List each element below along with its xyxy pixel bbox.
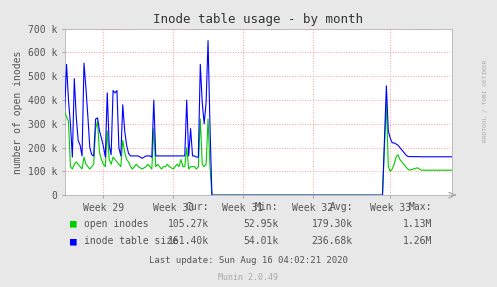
Text: Munin 2.0.49: Munin 2.0.49 (219, 273, 278, 282)
Text: 1.13M: 1.13M (403, 219, 432, 229)
Text: Cur:: Cur: (185, 201, 209, 212)
Text: Last update: Sun Aug 16 04:02:21 2020: Last update: Sun Aug 16 04:02:21 2020 (149, 256, 348, 265)
Text: Max:: Max: (409, 201, 432, 212)
Y-axis label: number of open inodes: number of open inodes (13, 50, 23, 174)
Text: 52.95k: 52.95k (243, 219, 278, 229)
Text: Min:: Min: (255, 201, 278, 212)
Text: 161.40k: 161.40k (167, 236, 209, 246)
Title: Inode table usage - by month: Inode table usage - by month (154, 13, 363, 26)
Text: 179.30k: 179.30k (312, 219, 353, 229)
Text: ■: ■ (70, 219, 77, 229)
Text: open inodes: open inodes (84, 219, 149, 229)
Text: 105.27k: 105.27k (167, 219, 209, 229)
Text: inode table size: inode table size (84, 236, 178, 246)
Text: 1.26M: 1.26M (403, 236, 432, 246)
Text: 236.68k: 236.68k (312, 236, 353, 246)
Text: ■: ■ (70, 236, 77, 246)
Text: 54.01k: 54.01k (243, 236, 278, 246)
Text: Avg:: Avg: (330, 201, 353, 212)
Text: RRDTOOL / TOBI OETIKER: RRDTOOL / TOBI OETIKER (482, 59, 487, 142)
